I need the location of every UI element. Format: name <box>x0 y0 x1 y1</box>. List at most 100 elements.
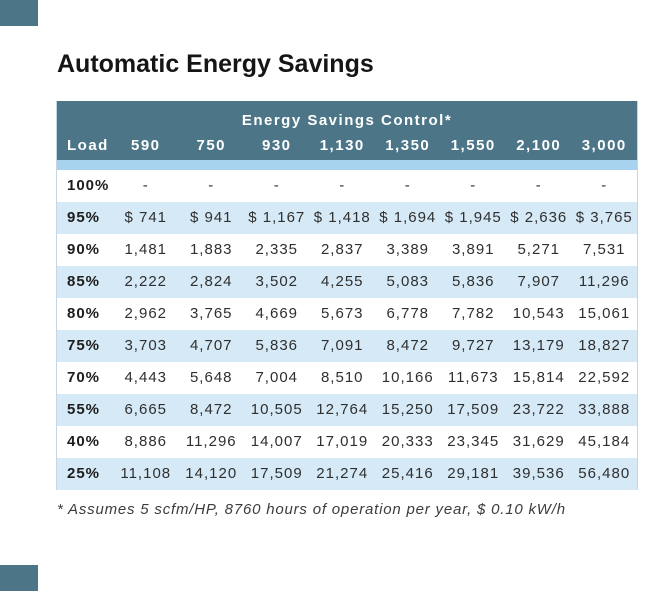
load-cell: 90% <box>67 241 101 258</box>
value-cell: 8,472 <box>189 401 233 418</box>
value-cell: 15,250 <box>381 401 434 418</box>
value-cell: 2,222 <box>124 273 168 290</box>
value-cell: 17,509 <box>447 401 500 418</box>
value-cell: 5,271 <box>517 241 561 258</box>
value-cell: 8,472 <box>386 337 430 354</box>
value-cell: 56,480 <box>578 465 631 482</box>
page-title: Automatic Energy Savings <box>57 50 374 78</box>
load-cell: 40% <box>67 433 101 450</box>
load-cell: 25% <box>67 465 101 482</box>
value-cell: 4,707 <box>189 337 233 354</box>
value-cell: 3,389 <box>386 241 430 258</box>
value-cell: 15,814 <box>512 369 565 386</box>
table-row: 70% 4,443 5,648 7,004 8,510 10,166 11,673 15,81… <box>57 362 637 394</box>
value-cell: 18,827 <box>578 337 631 354</box>
value-cell: 23,722 <box>512 401 565 418</box>
value-cell: 11,108 <box>120 465 172 482</box>
value-cell: 4,669 <box>255 305 299 322</box>
value-cell: 2,837 <box>320 241 364 258</box>
value-cell: 7,907 <box>517 273 561 290</box>
value-cell: $ 2,636 <box>510 209 568 226</box>
value-cell: 3,765 <box>189 305 233 322</box>
table-group-header: Energy Savings Control* <box>241 112 453 129</box>
column-header: 750 <box>196 137 227 154</box>
energy-savings-table: Energy Savings Control* Load 590 750 930 1,1… <box>56 101 638 490</box>
table-row: 55% 6,665 8,472 10,505 12,764 15,250 17,509 23,… <box>57 394 637 426</box>
value-cell: 25,416 <box>381 465 434 482</box>
value-cell: $ 1,694 <box>379 209 437 226</box>
value-cell: - <box>535 177 542 194</box>
value-cell: 11,673 <box>447 369 499 386</box>
table-row: 40% 8,886 11,296 14,007 17,019 20,333 23,345 31… <box>57 426 637 458</box>
table-row: 85% 2,222 2,824 3,502 4,255 5,083 5,836 7,907 11… <box>57 266 637 298</box>
value-cell: 3,703 <box>124 337 168 354</box>
value-cell: 45,184 <box>578 433 631 450</box>
column-header: 1,350 <box>385 137 431 154</box>
value-cell: 33,888 <box>578 401 631 418</box>
value-cell: 6,778 <box>386 305 430 322</box>
value-cell: - <box>142 177 149 194</box>
header-separator-strip <box>57 160 637 170</box>
value-cell: 14,120 <box>185 465 238 482</box>
value-cell: 14,007 <box>250 433 303 450</box>
column-header-row: Load 590 750 930 1,130 1,350 1,550 2,100 3,000 <box>57 135 637 160</box>
table-row: 90% 1,481 1,883 2,335 2,837 3,389 3,891 5,271 7,… <box>57 234 637 266</box>
value-cell: 17,509 <box>250 465 303 482</box>
value-cell: 11,296 <box>578 273 630 290</box>
value-cell: 1,883 <box>189 241 233 258</box>
value-cell: 23,345 <box>447 433 500 450</box>
value-cell: 7,004 <box>255 369 299 386</box>
value-cell: 3,502 <box>255 273 299 290</box>
value-cell: 8,510 <box>320 369 364 386</box>
value-cell: 9,727 <box>451 337 495 354</box>
value-cell: 3,891 <box>451 241 495 258</box>
table-row: 80% 2,962 3,765 4,669 5,673 6,778 7,782 10,543 1… <box>57 298 637 330</box>
value-cell: 5,836 <box>451 273 495 290</box>
value-cell: 2,824 <box>189 273 233 290</box>
value-cell: 4,443 <box>124 369 168 386</box>
table-row: 95% $ 741 $ 941 $ 1,167 $ 1,418 $ 1,694 $ 1,94… <box>57 202 637 234</box>
column-header: 3,000 <box>581 137 627 154</box>
value-cell: $ 1,945 <box>444 209 502 226</box>
value-cell: 5,673 <box>320 305 364 322</box>
load-cell: 80% <box>67 305 101 322</box>
value-cell: $ 1,167 <box>248 209 306 226</box>
value-cell: - <box>404 177 411 194</box>
load-cell: 85% <box>67 273 101 290</box>
value-cell: 13,179 <box>512 337 565 354</box>
value-cell: - <box>273 177 280 194</box>
value-cell: $ 3,765 <box>575 209 633 226</box>
value-cell: 6,665 <box>124 401 168 418</box>
table-footnote: * Assumes 5 scfm/HP, 8760 hours of opera… <box>57 501 566 518</box>
value-cell: 39,536 <box>512 465 565 482</box>
value-cell: 5,648 <box>189 369 233 386</box>
value-cell: $ 941 <box>189 209 233 226</box>
value-cell: $ 1,418 <box>313 209 371 226</box>
value-cell: 12,764 <box>316 401 369 418</box>
value-cell: 11,296 <box>185 433 237 450</box>
value-cell: - <box>601 177 608 194</box>
value-cell: 1,481 <box>124 241 168 258</box>
load-cell: 70% <box>67 369 101 386</box>
column-header: 1,130 <box>319 137 365 154</box>
value-cell: 22,592 <box>578 369 631 386</box>
value-cell: 2,335 <box>255 241 299 258</box>
value-cell: 5,083 <box>386 273 430 290</box>
value-cell: 5,836 <box>255 337 299 354</box>
column-header: 2,100 <box>516 137 562 154</box>
load-cell: 55% <box>67 401 101 418</box>
table-row: 100% - - - - - - - - <box>57 170 637 202</box>
value-cell: 17,019 <box>316 433 369 450</box>
value-cell: 7,782 <box>451 305 495 322</box>
value-cell: 21,274 <box>316 465 369 482</box>
value-cell: 20,333 <box>381 433 434 450</box>
value-cell: - <box>339 177 346 194</box>
value-cell: 29,181 <box>447 465 500 482</box>
table-row: 25% 11,108 14,120 17,509 21,274 25,416 29,181 3… <box>57 458 637 490</box>
column-header: 1,550 <box>450 137 496 154</box>
value-cell: 7,531 <box>582 241 626 258</box>
column-header-load: Load <box>67 137 109 154</box>
value-cell: 10,543 <box>512 305 565 322</box>
table-row: 75% 3,703 4,707 5,836 7,091 8,472 9,727 13,179 1… <box>57 330 637 362</box>
column-header: 590 <box>130 137 161 154</box>
